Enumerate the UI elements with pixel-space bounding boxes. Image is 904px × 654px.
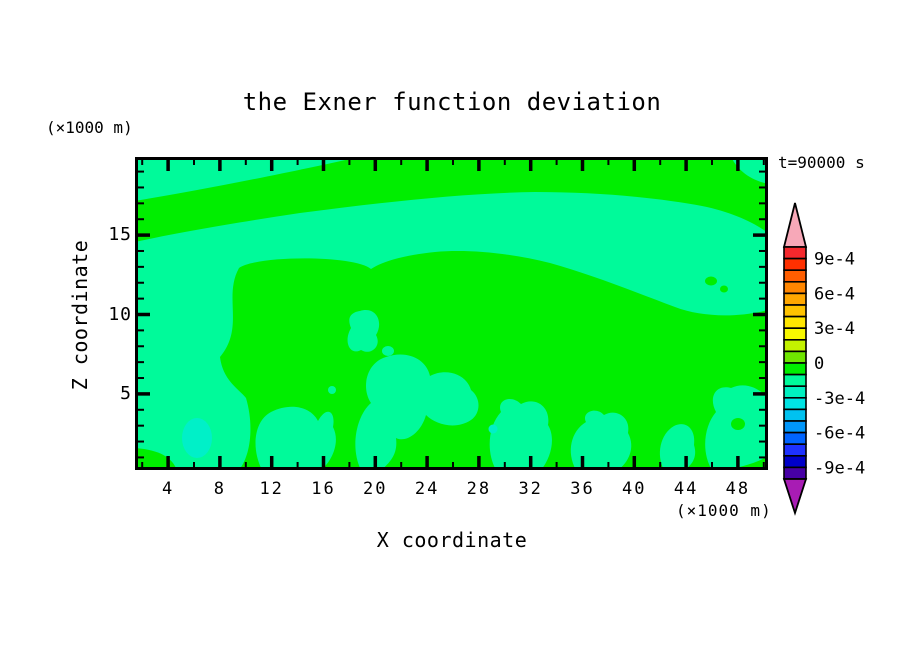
colorbar-segment	[783, 455, 807, 469]
chart-title: the Exner function deviation	[242, 88, 662, 116]
y-tick-label: 10	[108, 303, 132, 325]
x-tick-label: 44	[673, 479, 699, 499]
colorbar-segment	[783, 281, 807, 295]
x-tick-label: 24	[414, 479, 440, 499]
contour-region-speck	[328, 386, 336, 394]
colorbar-segment	[783, 327, 807, 341]
colorbar: 9e-4 6e-4 3e-4 0 -3e-4 -6e-4 -9e-4	[782, 202, 865, 516]
colorbar-segment	[783, 269, 807, 283]
contour-region-top-left-wedge	[135, 157, 359, 201]
colorbar-segment	[783, 408, 807, 422]
y-tick-label: 15	[108, 224, 132, 246]
time-annotation: t=90000 s	[778, 153, 865, 172]
colorbar-segment	[783, 304, 807, 318]
colorbar-segment	[783, 385, 807, 399]
colorbar-segment	[783, 373, 807, 388]
x-axis-unit: (×1000 m)	[676, 501, 772, 520]
colorbar-over-arrow	[782, 202, 808, 248]
colorbar-segment	[783, 431, 807, 446]
x-tick-label: 32	[518, 479, 543, 499]
contour-region-blob	[570, 410, 632, 470]
x-tick-label: 12	[259, 479, 284, 499]
x-tick-label: 28	[466, 479, 492, 499]
colorbar-segment	[783, 420, 807, 434]
colorbar-segment	[783, 292, 807, 306]
colorbar-segment	[783, 397, 807, 411]
contour-region-blob	[489, 398, 552, 470]
contour-hole-green	[731, 418, 745, 430]
colorbar-segment	[783, 339, 807, 353]
contour-region-top-right-notch	[731, 157, 768, 184]
colorbar-label: 9e-4	[814, 250, 855, 270]
colorbar-segment	[783, 466, 807, 480]
colorbar-label: 0	[814, 354, 824, 374]
colorbar-under-arrow	[782, 478, 808, 516]
contour-region-cyan-speck	[488, 424, 498, 434]
contour-region-blob	[355, 354, 479, 470]
contour-region-blob	[255, 406, 336, 470]
colorbar-segment	[783, 315, 807, 329]
colorbar-label: 3e-4	[814, 319, 855, 339]
x-tick-label: 36	[570, 479, 595, 499]
x-tick-label: 40	[622, 479, 647, 499]
contour-hole-green	[705, 276, 717, 286]
colorbar-label: -9e-4	[814, 458, 865, 478]
axis-ticks	[136, 158, 767, 469]
x-tick-label: 8	[213, 479, 227, 499]
x-tick-label: 20	[363, 479, 388, 499]
contour-hole-green	[720, 285, 728, 293]
colorbar-label: -3e-4	[814, 389, 865, 409]
colorbar-segment	[783, 443, 807, 457]
y-axis-unit: (×1000 m)	[46, 118, 133, 137]
colorbar-segment	[783, 246, 807, 260]
contour-plot	[135, 157, 768, 470]
contour-region-band-and-left	[135, 192, 768, 470]
colorbar-label: 6e-4	[814, 284, 855, 304]
x-tick-label: 4	[161, 479, 175, 499]
contour-region-speck	[382, 346, 394, 356]
colorbar-segment	[783, 362, 807, 376]
colorbar-label: -6e-4	[814, 424, 865, 444]
colorbar-segment	[783, 257, 807, 271]
contour-region-mid-patch	[347, 310, 380, 352]
x-tick-label: 48	[725, 479, 751, 499]
colorbar-segment	[783, 350, 807, 364]
x-tick-label: 16	[311, 479, 336, 499]
x-axis-title: X coordinate	[376, 528, 528, 552]
plot-frame	[135, 157, 768, 470]
contour-region-cyan-oval	[182, 418, 212, 458]
y-tick-label: 5	[120, 382, 132, 404]
